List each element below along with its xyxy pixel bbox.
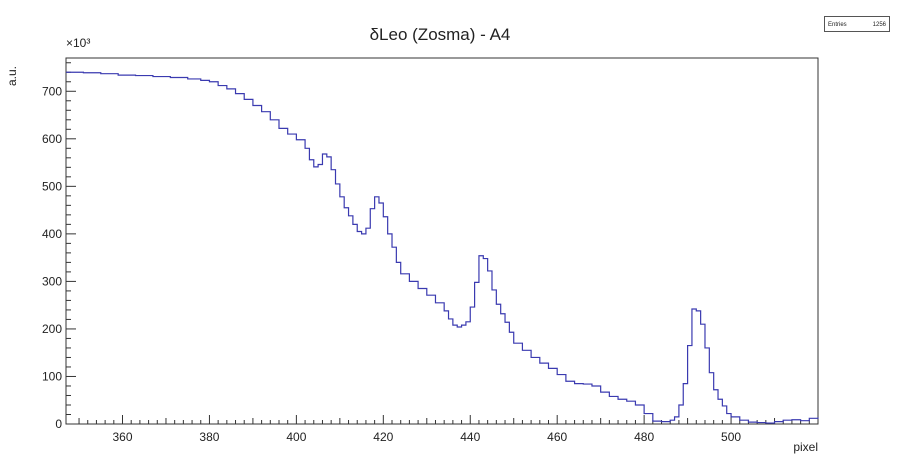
x-tick-label: 480 bbox=[634, 430, 654, 444]
chart-title: δLeo (Zosma) - A4 bbox=[370, 25, 511, 44]
series-line bbox=[66, 71, 819, 424]
plot-frame bbox=[65, 57, 819, 425]
y-axis-exponent: ×10³ bbox=[66, 36, 90, 50]
x-tick-label: 360 bbox=[112, 430, 132, 444]
y-tick-label: 200 bbox=[42, 322, 62, 336]
x-tick-label: 440 bbox=[460, 430, 480, 444]
y-tick-label: 700 bbox=[42, 84, 62, 98]
ticks: 360 380 400 420 440 460 480 500 0 100 200 300 400 500… bbox=[42, 62, 819, 444]
x-tick-label: 380 bbox=[199, 430, 219, 444]
x-axis-label: pixel bbox=[793, 440, 818, 454]
y-axis-label: a.u. bbox=[5, 66, 19, 86]
axes bbox=[65, 57, 819, 425]
entries-value: 1256 bbox=[872, 22, 886, 28]
x-tick-label: 400 bbox=[286, 430, 306, 444]
y-tick-label: 500 bbox=[42, 179, 62, 193]
y-tick-label: 400 bbox=[42, 227, 62, 241]
y-tick-label: 0 bbox=[55, 417, 62, 431]
y-tick-label: 100 bbox=[42, 369, 62, 383]
y-tick-label: 300 bbox=[42, 274, 62, 288]
x-tick-label: 460 bbox=[547, 430, 567, 444]
x-tick-label: 500 bbox=[721, 430, 741, 444]
entries-label: Entries bbox=[828, 22, 847, 28]
stats-box: Entries 1256 bbox=[824, 16, 890, 32]
y-tick-label: 600 bbox=[42, 132, 62, 146]
x-tick-label: 420 bbox=[373, 430, 393, 444]
